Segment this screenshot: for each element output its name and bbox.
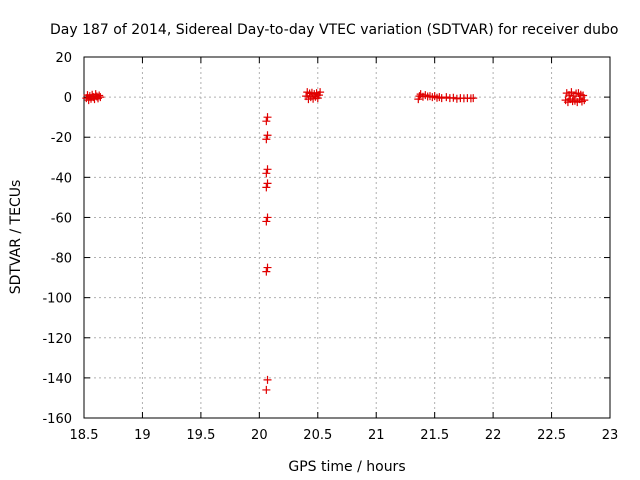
- plot-frame: [83, 56, 611, 419]
- data-point: [263, 131, 272, 140]
- data-point: [96, 93, 105, 102]
- data-point: [263, 165, 272, 174]
- data-point: [442, 93, 451, 102]
- data-point: [262, 267, 271, 276]
- y-tick-label: -40: [51, 171, 72, 186]
- x-tick-label: 21.5: [420, 428, 449, 443]
- x-tick-label: 19.5: [186, 428, 215, 443]
- data-point: [567, 88, 576, 97]
- x-tick-label: 22: [485, 428, 502, 443]
- data-point: [316, 88, 325, 97]
- data-point: [580, 96, 589, 105]
- y-axis-label: SDTVAR / TECUs: [8, 180, 24, 295]
- data-point: [262, 385, 271, 394]
- chart-title: Day 187 of 2014, Sidereal Day-to-day VTE…: [50, 22, 618, 38]
- x-tick-label: 18.5: [70, 428, 99, 443]
- axis-ticks: 18.5 19 19.5 20 20.5 21 21.5 22 22.5 23 20 0 -20 -40 -…: [42, 51, 618, 443]
- data-point: [449, 93, 458, 102]
- data-point: [415, 92, 424, 101]
- data-point: [262, 183, 271, 192]
- data-point: [579, 91, 588, 100]
- data-point: [262, 135, 271, 144]
- data-point: [95, 91, 104, 100]
- x-tick-label: 20.5: [303, 428, 332, 443]
- data-point: [452, 94, 461, 103]
- grid-lines: [84, 57, 610, 418]
- y-tick-label: -160: [42, 412, 72, 427]
- x-axis-label: GPS time / hours: [288, 459, 405, 475]
- y-tick-label: 20: [55, 51, 72, 66]
- data-points: [82, 88, 589, 394]
- y-tick-label: -140: [42, 372, 72, 387]
- data-point: [263, 179, 272, 188]
- y-tick-label: -20: [51, 131, 72, 146]
- x-tick-label: 21: [368, 428, 385, 443]
- data-point: [263, 213, 272, 222]
- data-point: [263, 263, 272, 272]
- data-point: [263, 113, 272, 122]
- y-tick-label: -60: [51, 211, 72, 226]
- y-tick-label: -120: [42, 332, 72, 347]
- y-tick-label: 0: [64, 91, 72, 106]
- x-tick-label: 20: [251, 428, 268, 443]
- data-point: [469, 94, 478, 103]
- data-point: [262, 117, 271, 126]
- x-tick-label: 22.5: [537, 428, 566, 443]
- data-point: [262, 169, 271, 178]
- data-point: [263, 375, 272, 384]
- data-point: [262, 217, 271, 226]
- x-tick-label: 23: [602, 428, 619, 443]
- y-tick-label: -100: [42, 292, 72, 307]
- x-tick-label: 19: [134, 428, 151, 443]
- data-point: [437, 94, 446, 103]
- y-tick-label: -80: [51, 252, 72, 267]
